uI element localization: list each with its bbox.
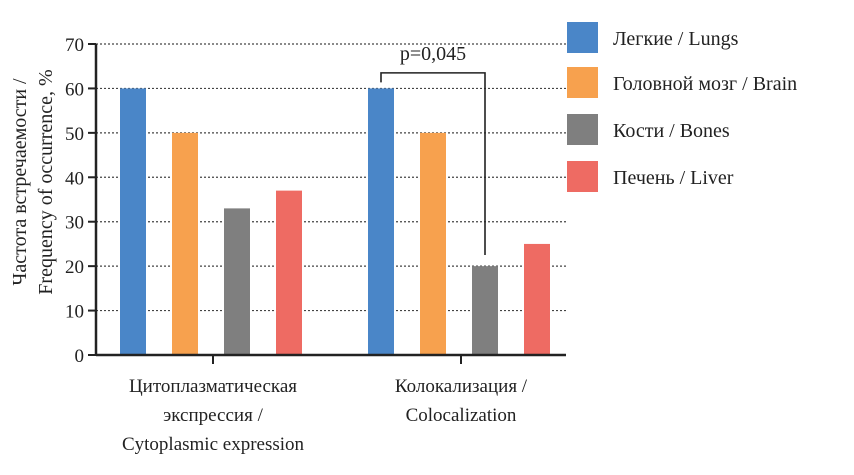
bar-0-2	[224, 208, 250, 355]
category-label: Colocalization	[406, 405, 517, 426]
bar-0-3	[276, 190, 302, 355]
y-tick-label: 40	[65, 168, 84, 189]
bar-1-1	[420, 132, 446, 355]
y-tick-labels: 0 10 20 30 40 50 60 70	[65, 35, 96, 367]
category-labels: Цитоплазматическая экспрессия / Cytoplasmi…	[122, 355, 528, 455]
y-axis-label-line: Frequency of occurrence, %	[35, 69, 57, 294]
bar-1-0	[368, 88, 394, 355]
legend-label: Печень / Liver	[613, 167, 734, 189]
bar-0-0	[120, 88, 146, 355]
y-tick-label: 20	[65, 257, 84, 278]
category-label: Cytoplasmic expression	[122, 434, 305, 455]
legend-label: Кости / Bones	[613, 120, 730, 142]
legend-swatch	[567, 114, 598, 145]
axes	[94, 44, 566, 357]
legend-swatch	[567, 22, 598, 53]
bar-0-1	[172, 132, 198, 355]
y-axis-label-line: Частота встречаемости /	[9, 78, 31, 286]
y-axis-label: Частота встречаемости / Frequency of occu…	[9, 69, 57, 294]
legend-swatch	[567, 67, 598, 98]
y-tick-label: 10	[65, 302, 84, 323]
significance-annotation: p=0,045	[380, 43, 486, 256]
category-label: Колокализация /	[395, 376, 528, 397]
category-label: Цитоплазматическая	[129, 376, 297, 397]
significance-bracket	[380, 72, 486, 256]
legend: Легкие / Lungs Головной мозг / Brain Кости…	[567, 22, 797, 192]
y-tick-label: 60	[65, 79, 84, 100]
legend-label: Легкие / Lungs	[613, 28, 739, 50]
bar-1-3	[524, 243, 550, 355]
bar-1-2	[472, 266, 498, 355]
legend-swatch	[567, 161, 598, 192]
y-tick-label: 50	[65, 124, 84, 145]
p-value-label: p=0,045	[400, 43, 466, 65]
category-label: экспрессия /	[163, 405, 263, 426]
y-tick-label: 70	[65, 35, 84, 56]
y-tick-label: 30	[65, 213, 84, 234]
legend-label: Головной мозг / Brain	[613, 73, 797, 95]
y-tick-label: 0	[75, 346, 85, 367]
bars	[120, 88, 550, 355]
